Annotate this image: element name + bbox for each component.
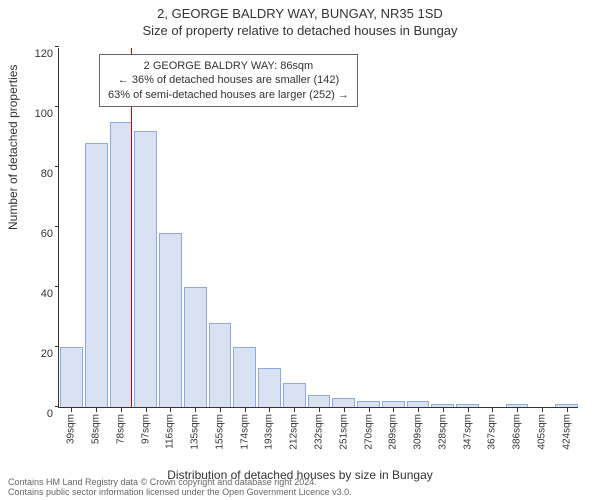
histogram-bar	[60, 347, 83, 407]
y-tick-label: 120	[25, 48, 53, 60]
chart-title-main: 2, GEORGE BALDRY WAY, BUNGAY, NR35 1SD	[0, 0, 600, 21]
info-box-line: 63% of semi-detached houses are larger (…	[108, 88, 349, 102]
y-axis-label: Number of detached properties	[6, 65, 20, 230]
x-tick-label: 309sqm	[413, 414, 424, 450]
y-tick-label: 60	[25, 228, 53, 240]
histogram-bar	[382, 401, 405, 407]
y-tick-label: 80	[25, 168, 53, 180]
histogram-bar	[85, 143, 108, 407]
x-tick-label: 39sqm	[66, 414, 77, 444]
x-tick-label: 78sqm	[115, 414, 126, 444]
chart-title-sub: Size of property relative to detached ho…	[0, 21, 600, 38]
info-box-line: ← 36% of detached houses are smaller (14…	[108, 73, 349, 87]
histogram-bar	[209, 323, 232, 407]
x-tick-label: 270sqm	[363, 414, 374, 450]
x-tick-label: 251sqm	[338, 414, 349, 450]
x-tick-label: 367sqm	[487, 414, 498, 450]
y-tick-label: 20	[25, 348, 53, 360]
y-tick-label: 100	[25, 108, 53, 120]
plot-area: 02040608010012039sqm58sqm78sqm97sqm116sq…	[58, 48, 578, 408]
histogram-bar	[407, 401, 430, 407]
x-tick-label: 424sqm	[561, 414, 572, 450]
x-tick-label: 347sqm	[462, 414, 473, 450]
y-tick-label: 0	[25, 408, 53, 420]
histogram-bar	[283, 383, 306, 407]
histogram-bar	[308, 395, 331, 407]
histogram-bar	[159, 233, 182, 407]
x-tick-label: 135sqm	[190, 414, 201, 450]
histogram-bar	[134, 131, 157, 407]
chart-area: 02040608010012039sqm58sqm78sqm97sqm116sq…	[58, 48, 578, 408]
reference-info-box: 2 GEORGE BALDRY WAY: 86sqm← 36% of detac…	[99, 54, 358, 107]
x-tick-label: 155sqm	[214, 414, 225, 450]
footer-line2: Contains public sector information licen…	[8, 488, 352, 498]
info-box-line: 2 GEORGE BALDRY WAY: 86sqm	[108, 59, 349, 73]
x-tick-label: 328sqm	[437, 414, 448, 450]
x-tick-label: 116sqm	[165, 414, 176, 449]
x-tick-label: 58sqm	[91, 414, 102, 444]
histogram-bar	[506, 404, 529, 407]
x-tick-label: 212sqm	[289, 414, 300, 450]
footer-attribution: Contains HM Land Registry data © Crown c…	[8, 478, 352, 498]
histogram-bar	[357, 401, 380, 407]
histogram-bar	[233, 347, 256, 407]
x-tick-label: 193sqm	[264, 414, 275, 450]
histogram-bar	[184, 287, 207, 407]
x-tick-label: 405sqm	[536, 414, 547, 450]
x-tick-label: 174sqm	[239, 414, 250, 450]
histogram-bar	[332, 398, 355, 407]
x-tick-label: 289sqm	[388, 414, 399, 450]
y-tick-label: 40	[25, 288, 53, 300]
histogram-bar	[110, 122, 133, 407]
histogram-bar	[555, 404, 578, 407]
histogram-bar	[431, 404, 454, 407]
x-tick-label: 386sqm	[512, 414, 523, 450]
histogram-bar	[258, 368, 281, 407]
x-tick-label: 97sqm	[140, 414, 151, 444]
x-tick-label: 232sqm	[314, 414, 325, 450]
histogram-bar	[456, 404, 479, 407]
